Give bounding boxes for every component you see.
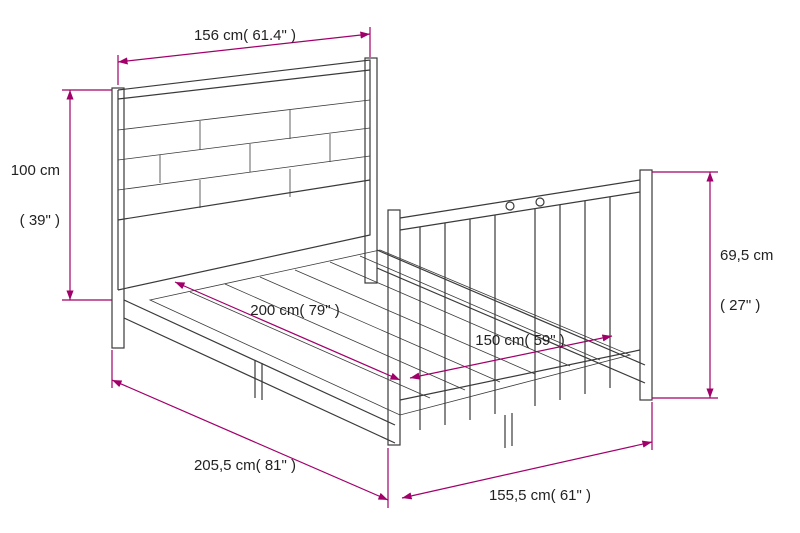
label-headboard-width: 156 cm( 61.4" ) bbox=[194, 27, 296, 44]
label-overall-length: 205,5 cm( 81" ) bbox=[194, 457, 296, 474]
label-headboard-height-cm: 100 cm bbox=[11, 162, 60, 179]
label-mattress-width: 150 cm( 59" ) bbox=[475, 332, 565, 349]
label-mattress-length: 200 cm( 79" ) bbox=[250, 302, 340, 319]
bed-frame-lineart bbox=[112, 58, 652, 448]
bed-dimension-diagram: #arrA path, #arrB path { fill:#a1006b; }… bbox=[0, 0, 800, 533]
label-footboard-height-cm: 69,5 cm bbox=[720, 247, 773, 264]
label-footboard-height-in: ( 27" ) bbox=[720, 297, 760, 314]
dimension-lines: #arrA path, #arrB path { fill:#a1006b; } bbox=[62, 27, 718, 508]
label-headboard-height-in: ( 39" ) bbox=[20, 212, 60, 229]
label-overall-width: 155,5 cm( 61" ) bbox=[489, 487, 591, 504]
